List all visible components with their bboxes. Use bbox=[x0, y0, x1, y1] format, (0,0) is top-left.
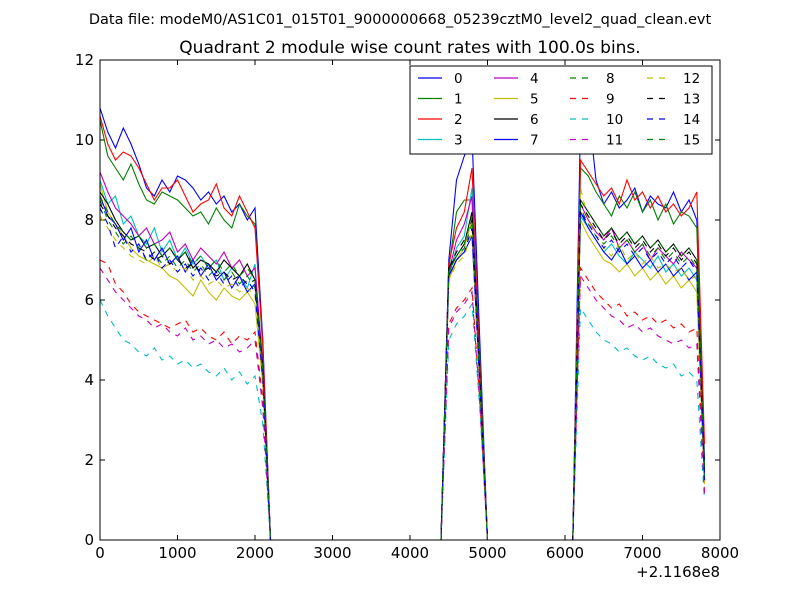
y-tick-label: 8 bbox=[84, 211, 94, 229]
y-tick-label: 0 bbox=[84, 531, 94, 549]
series-line-11 bbox=[99, 267, 706, 541]
y-tick-label: 12 bbox=[75, 51, 94, 69]
legend-label-7: 7 bbox=[530, 133, 539, 149]
x-tick-label: 6000 bbox=[546, 544, 584, 562]
legend-label-10: 10 bbox=[606, 112, 623, 128]
x-tick-label: 7000 bbox=[623, 544, 661, 562]
legend-label-0: 0 bbox=[454, 71, 463, 87]
legend-label-1: 1 bbox=[454, 92, 463, 108]
x-tick-label: 2000 bbox=[236, 544, 274, 562]
legend-label-2: 2 bbox=[454, 112, 463, 128]
legend-label-15: 15 bbox=[683, 133, 700, 149]
legend-label-8: 8 bbox=[606, 71, 615, 87]
legend-label-4: 4 bbox=[530, 71, 539, 87]
axis-ticks: 0 1000 2000 3000 4000 5000 6000 7000 80000246810… bbox=[75, 51, 739, 562]
series-line-15 bbox=[99, 195, 706, 541]
chart-title: Quadrant 2 module wise count rates with … bbox=[179, 38, 640, 58]
y-tick-label: 10 bbox=[75, 131, 94, 149]
legend-label-13: 13 bbox=[683, 92, 700, 108]
x-tick-label: 3000 bbox=[313, 544, 351, 562]
series-line-14 bbox=[99, 207, 706, 541]
x-offset-label: +2.1168e8 bbox=[636, 563, 720, 581]
legend-label-12: 12 bbox=[683, 71, 700, 87]
x-tick-label: 0 bbox=[95, 544, 105, 562]
x-tick-label: 4000 bbox=[391, 544, 429, 562]
y-tick-label: 4 bbox=[84, 371, 94, 389]
legend-label-9: 9 bbox=[606, 92, 615, 108]
y-tick-label: 6 bbox=[84, 291, 94, 309]
series-line-12 bbox=[99, 187, 706, 541]
series-line-8 bbox=[99, 199, 706, 541]
legend-label-5: 5 bbox=[530, 92, 539, 108]
x-tick-label: 1000 bbox=[158, 544, 196, 562]
y-tick-label: 2 bbox=[84, 451, 94, 469]
legend-label-11: 11 bbox=[606, 133, 623, 149]
x-tick-label: 8000 bbox=[701, 544, 739, 562]
plot-frame bbox=[99, 59, 721, 541]
legend-label-14: 14 bbox=[683, 112, 700, 128]
x-tick-label: 5000 bbox=[468, 544, 506, 562]
legend-label-3: 3 bbox=[454, 133, 463, 149]
legend-label-6: 6 bbox=[530, 112, 539, 128]
figure-suptitle: Data file: modeM0/AS1C01_015T01_90000006… bbox=[89, 12, 712, 28]
